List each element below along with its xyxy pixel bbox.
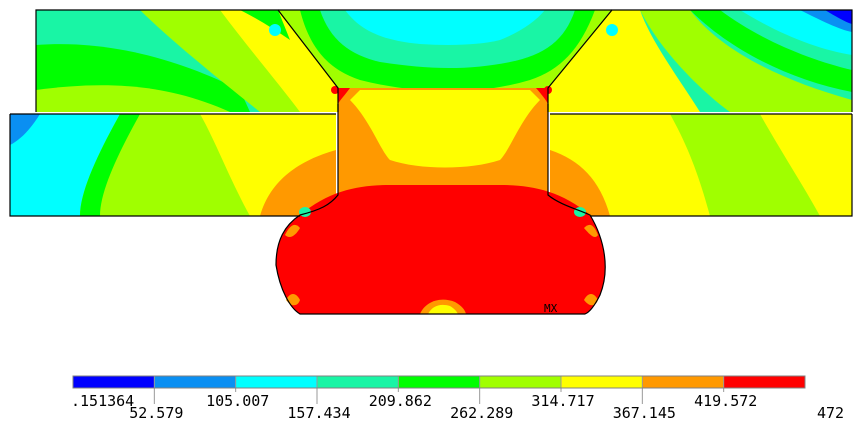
legend-label-0: .151364 [71,392,134,410]
max-marker-label: MX [544,302,558,315]
legend-label-1: 52.579 [129,404,183,422]
rounded-base [276,185,606,314]
legend-bands [73,376,806,404]
legend-band-3 [317,376,399,388]
legend-band-4 [398,376,481,388]
legend-frame [72,375,806,389]
legend-band-1 [154,376,237,388]
legend-band-7 [642,376,725,388]
legend-label-2: 105.007 [206,392,269,410]
legend-band-6 [561,376,643,388]
legend-label-5: 262.289 [450,404,513,422]
legend-label-7: 367.145 [613,404,676,422]
legend-band-2 [235,376,318,388]
legend-label-4: 209.862 [369,392,432,410]
legend-label-9: 472 [817,404,844,422]
legend-label-8: 419.572 [694,392,757,410]
legend-label-6: 314.717 [531,392,594,410]
geometry-outline [9,9,853,315]
central-upper-region [278,10,612,112]
central-stem [300,88,600,215]
legend-band-0 [73,376,155,388]
legend-band-5 [479,376,562,388]
legend-label-3: 157.434 [287,404,350,422]
legend-band-8 [723,376,806,388]
